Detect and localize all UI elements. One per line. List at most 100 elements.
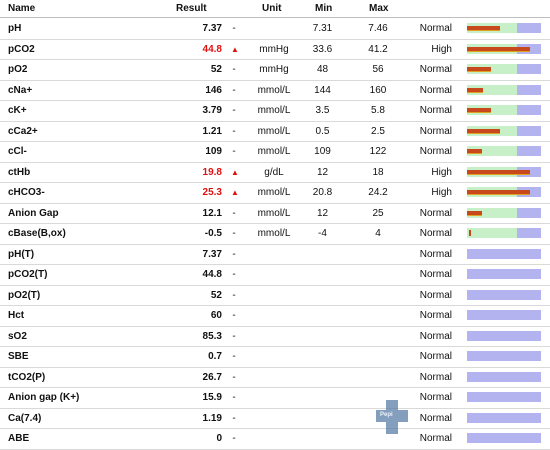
table-row[interactable]: Ca(7.4) 1.19- Normal: [0, 408, 550, 429]
table-row[interactable]: tCO2(P) 26.7- Normal: [0, 367, 550, 388]
high-flag-icon: ▲: [231, 188, 239, 197]
param-name: cCa2+: [8, 125, 38, 137]
result-level-fill: [467, 67, 491, 72]
result-level-fill: [467, 169, 530, 175]
param-name: cCl-: [8, 146, 27, 157]
result-value: 60: [210, 310, 222, 321]
unit-value: mmol/L: [257, 207, 291, 219]
table-row[interactable]: ABE 0- Normal: [0, 428, 550, 450]
no-flag-dash: -: [232, 125, 236, 137]
range-bar: [467, 269, 541, 279]
high-flag-icon: ▲: [231, 167, 239, 177]
result-value: 0.7: [208, 351, 222, 362]
range-bar: [467, 166, 541, 177]
param-name: cNa+: [8, 84, 33, 96]
param-name: tCO2(P): [8, 371, 46, 383]
min-value: 3.5: [315, 105, 330, 116]
result-level-fill: [467, 26, 501, 31]
logo-text: Pepi: [380, 412, 393, 418]
range-bar: [467, 146, 541, 156]
result-value: 12.1: [202, 207, 222, 219]
no-flag-dash: -: [232, 289, 236, 301]
table-row[interactable]: cBase(B,ox) -0.5- mmol/L -4 4 Normal: [0, 223, 550, 245]
result-level-fill: [467, 210, 482, 216]
no-flag-dash: -: [232, 433, 236, 444]
table-row[interactable]: sO2 85.3- Normal: [0, 326, 550, 347]
max-value: 24.2: [368, 187, 388, 198]
result-level-fill: [467, 128, 501, 134]
param-name: SBE: [8, 351, 29, 362]
param-name: cK+: [8, 105, 27, 116]
result-level-fill: [467, 149, 482, 154]
table-row[interactable]: pCO2 44.8 ▲ mmHg 33.6 41.2 High: [0, 39, 550, 60]
no-flag-dash: -: [232, 228, 236, 239]
table-row[interactable]: pCO2(T) 44.8- Normal: [0, 264, 550, 286]
table-row[interactable]: cNa+ 146- mmol/L 144 160 Normal: [0, 80, 550, 101]
range-bar: [467, 289, 541, 300]
min-value: 109: [314, 146, 331, 157]
unit-value: mmol/L: [257, 125, 291, 137]
status-label: Normal: [419, 371, 452, 383]
header-result: Result: [176, 3, 207, 14]
result-value: 52: [210, 64, 222, 75]
table-row[interactable]: ctHb 19.8 ▲ g/dL 12 18 High: [0, 162, 550, 183]
table-row[interactable]: cK+ 3.79- mmol/L 3.5 5.8 Normal: [0, 100, 550, 122]
status-label: Normal: [419, 146, 452, 157]
status-label: High: [431, 187, 452, 198]
param-name: Anion gap (K+): [8, 392, 80, 403]
table-row[interactable]: pH(T) 7.37- Normal: [0, 244, 550, 265]
table-row[interactable]: SBE 0.7- Normal: [0, 346, 550, 368]
table-row[interactable]: cCa2+ 1.21- mmol/L 0.5 2.5 Normal: [0, 121, 550, 142]
table-row[interactable]: cCl- 109- mmol/L 109 122 Normal: [0, 141, 550, 163]
max-value: 4: [375, 228, 381, 239]
result-value: 25.3: [202, 187, 222, 198]
result-value: 85.3: [202, 330, 222, 342]
table-row[interactable]: Anion Gap 12.1- mmol/L 12 25 Normal: [0, 203, 550, 224]
header-min: Min: [315, 3, 333, 14]
min-value: 12: [316, 166, 329, 178]
table-row[interactable]: pO2(T) 52- Normal: [0, 285, 550, 306]
table-row[interactable]: Hct 60- Normal: [0, 305, 550, 327]
no-flag-dash: -: [232, 412, 236, 424]
status-label: Normal: [419, 269, 452, 280]
param-name: Anion Gap: [8, 207, 59, 219]
range-bar: [467, 43, 541, 54]
unit-value: mmol/L: [257, 105, 291, 116]
no-flag-dash: -: [232, 269, 236, 280]
normal-range-zone: [467, 64, 518, 74]
table-row[interactable]: pH 7.37- 7.31 7.46 Normal: [0, 18, 550, 40]
no-flag-dash: -: [232, 207, 236, 219]
table-row[interactable]: cHCO3- 25.3 ▲ mmol/L 20.8 24.2 High: [0, 182, 550, 204]
table-row[interactable]: pO2 52- mmHg 48 56 Normal: [0, 59, 550, 81]
no-flag-dash: -: [232, 23, 236, 34]
status-label: Normal: [419, 310, 452, 321]
no-flag-dash: -: [232, 248, 236, 260]
min-value: 33.6: [312, 43, 333, 55]
param-name: pH(T): [8, 248, 35, 260]
unit-value: g/dL: [264, 166, 284, 178]
unit-value: mmol/L: [257, 84, 291, 96]
unit-value: mmHg: [259, 43, 289, 55]
result-level-fill: [467, 108, 491, 113]
range-bar: [467, 433, 541, 443]
status-label: Normal: [419, 330, 452, 342]
status-label: High: [431, 166, 452, 178]
high-flag-icon: ▲: [231, 44, 239, 54]
result-value: 15.9: [202, 392, 222, 403]
range-bar: [467, 64, 541, 74]
range-bar: [467, 105, 541, 115]
min-value: 20.8: [312, 187, 333, 198]
result-value: 52: [210, 289, 222, 301]
result-value: 1.19: [202, 412, 222, 424]
range-bar: [467, 330, 541, 341]
result-value: 0: [216, 433, 222, 444]
param-name: ABE: [8, 433, 30, 444]
range-bar: [467, 187, 541, 197]
no-flag-dash: -: [232, 84, 236, 96]
table-row[interactable]: Anion gap (K+) 15.9- Normal: [0, 387, 550, 409]
param-name: Ca(7.4): [8, 412, 42, 424]
result-level-fill: [467, 190, 530, 195]
max-value: 160: [369, 84, 387, 96]
normal-range-zone: [467, 228, 518, 238]
status-label: Normal: [419, 351, 452, 362]
